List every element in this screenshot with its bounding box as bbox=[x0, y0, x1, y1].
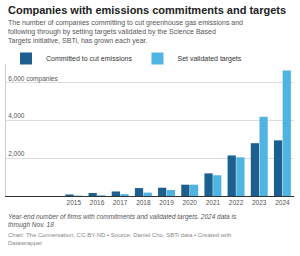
svg-text:Set validated targets: Set validated targets bbox=[177, 55, 241, 63]
svg-text:6,000 companies: 6,000 companies bbox=[8, 75, 58, 83]
svg-text:4,000: 4,000 bbox=[8, 112, 25, 119]
svg-text:2016: 2016 bbox=[90, 199, 105, 206]
svg-text:2017: 2017 bbox=[113, 199, 128, 206]
svg-text:Chart: The Conversation, CC-BY: Chart: The Conversation, CC-BY-ND • Sour… bbox=[8, 232, 231, 246]
svg-text:2015: 2015 bbox=[67, 199, 82, 206]
svg-text:2023: 2023 bbox=[252, 199, 267, 206]
svg-text:2020: 2020 bbox=[182, 199, 197, 206]
svg-text:2022: 2022 bbox=[229, 199, 244, 206]
svg-text:2019: 2019 bbox=[159, 199, 174, 206]
svg-text:The number of companies commit: The number of companies committing to cu… bbox=[8, 19, 243, 45]
svg-text:2018: 2018 bbox=[136, 199, 151, 206]
svg-text:Committed to cut emissions: Committed to cut emissions bbox=[46, 55, 132, 62]
svg-text:2021: 2021 bbox=[206, 199, 221, 206]
svg-text:Year-end number of firms with: Year-end number of firms with commitment… bbox=[8, 213, 237, 229]
svg-text:2024: 2024 bbox=[275, 199, 290, 206]
svg-text:Companies with emissions commi: Companies with emissions commitments and… bbox=[8, 4, 286, 16]
svg-text:2,000: 2,000 bbox=[8, 150, 25, 157]
